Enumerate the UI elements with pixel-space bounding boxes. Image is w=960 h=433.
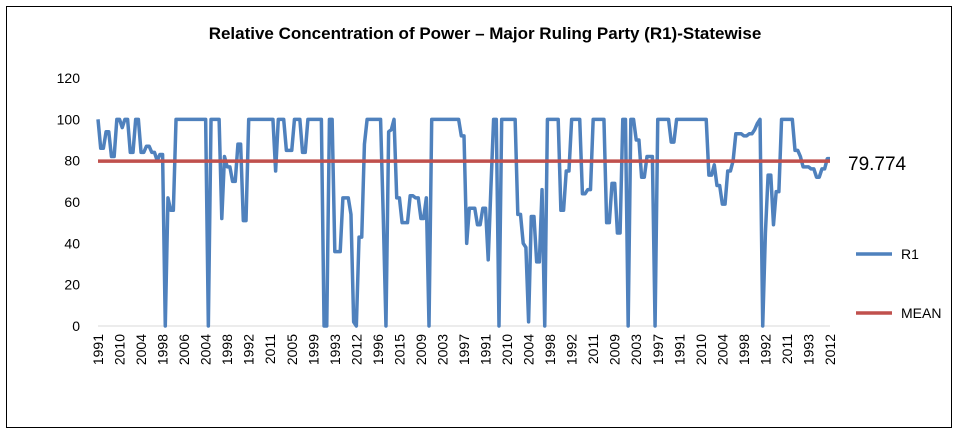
x-tick-label: 2012 bbox=[348, 334, 364, 365]
mean-value-label: 79.774 bbox=[848, 154, 907, 175]
x-tick-label: 1993 bbox=[800, 334, 816, 365]
y-tick-label: 20 bbox=[64, 277, 80, 293]
x-tick-label: 2009 bbox=[413, 334, 429, 365]
x-tick-label: 1991 bbox=[671, 334, 687, 365]
x-tick-label: 1993 bbox=[327, 334, 343, 365]
x-tick-label: 2005 bbox=[284, 334, 300, 365]
x-tick-label: 1996 bbox=[370, 334, 386, 365]
x-axis: 1991 2010 2004 1998 2006 2004 1998 1992 2011 2005… bbox=[90, 334, 838, 365]
x-tick-label: 2011 bbox=[262, 334, 278, 364]
legend-label-r1: R1 bbox=[901, 246, 919, 262]
x-tick-label: 1998 bbox=[542, 334, 558, 365]
chart-title: Relative Concentration of Power – Major … bbox=[209, 24, 762, 43]
x-tick-label: 2006 bbox=[176, 334, 192, 365]
y-tick-label: 60 bbox=[64, 194, 80, 210]
x-tick-label: 2003 bbox=[628, 334, 644, 365]
x-tick-label: 1998 bbox=[155, 334, 171, 365]
legend-label-mean: MEAN bbox=[901, 305, 941, 321]
x-tick-label: 2010 bbox=[693, 334, 709, 365]
x-tick-label: 2004 bbox=[133, 334, 149, 365]
x-tick-label: 1991 bbox=[478, 334, 494, 365]
x-tick-label: 1992 bbox=[757, 334, 773, 365]
y-tick-label: 120 bbox=[57, 70, 81, 86]
x-tick-label: 1999 bbox=[305, 334, 321, 365]
x-tick-label: 2010 bbox=[112, 334, 128, 365]
x-tick-label: 2011 bbox=[779, 334, 795, 364]
x-tick-label: 2010 bbox=[499, 334, 515, 365]
x-tick-label: 1998 bbox=[736, 334, 752, 365]
x-tick-label: 2015 bbox=[391, 334, 407, 365]
x-tick-label: 1991 bbox=[90, 334, 106, 365]
x-tick-label: 2004 bbox=[714, 334, 730, 365]
y-tick-label: 40 bbox=[64, 235, 80, 251]
x-tick-label: 1997 bbox=[456, 334, 472, 365]
x-tick-label: 2004 bbox=[521, 334, 537, 365]
x-tick-label: 1997 bbox=[650, 334, 666, 365]
chart-frame bbox=[6, 6, 952, 428]
x-tick-label: 1998 bbox=[219, 334, 235, 365]
y-tick-label: 0 bbox=[72, 318, 80, 334]
y-tick-label: 100 bbox=[57, 111, 81, 127]
x-tick-label: 2009 bbox=[607, 334, 623, 365]
x-tick-label: 2004 bbox=[198, 334, 214, 365]
x-tick-label: 2003 bbox=[434, 334, 450, 365]
y-tick-label: 80 bbox=[64, 153, 80, 169]
x-tick-label: 1992 bbox=[241, 334, 257, 365]
x-tick-label: 2012 bbox=[822, 334, 838, 365]
legend: R1 MEAN bbox=[856, 246, 941, 321]
x-tick-label: 1992 bbox=[564, 334, 580, 365]
y-axis: 0 20 40 60 80 100 120 bbox=[57, 70, 81, 334]
series-r1-line bbox=[96, 117, 830, 328]
x-tick-label: 2011 bbox=[585, 334, 601, 364]
